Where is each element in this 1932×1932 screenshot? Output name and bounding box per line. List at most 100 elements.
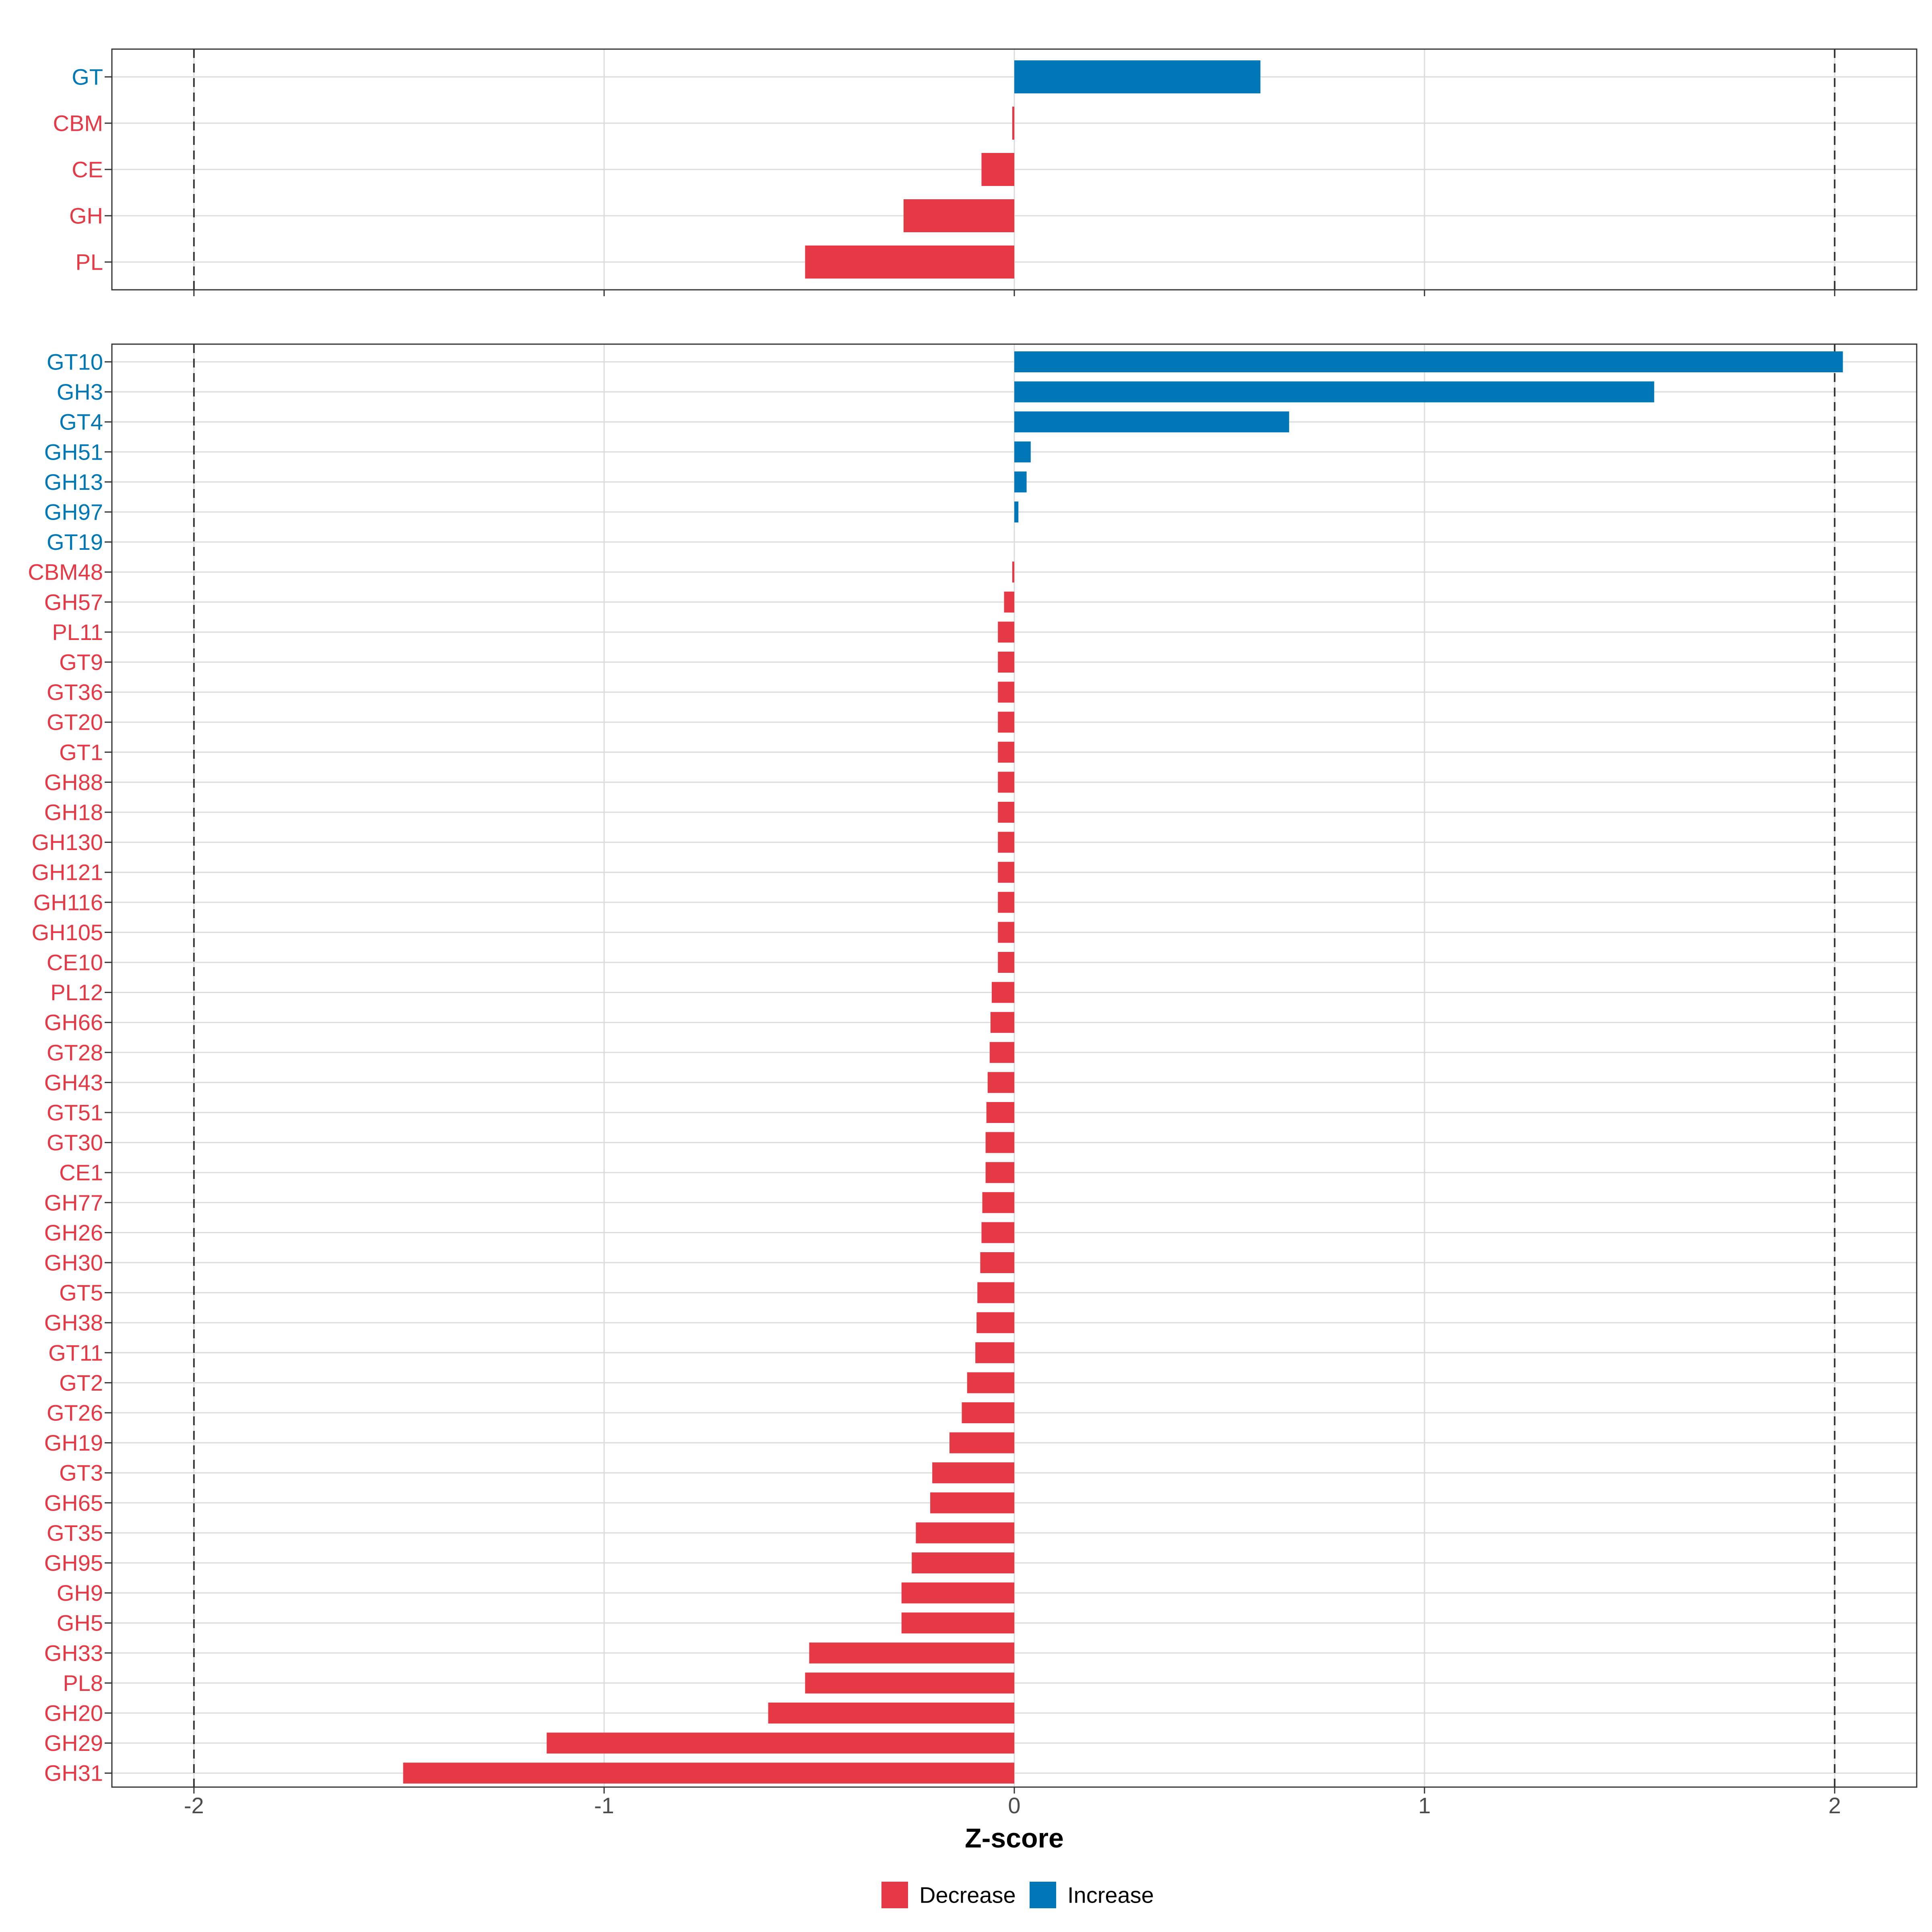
category-label: CE1 bbox=[59, 1160, 103, 1185]
bar bbox=[985, 1162, 1014, 1183]
bar bbox=[998, 802, 1014, 823]
bar bbox=[1014, 351, 1843, 372]
category-label: GT3 bbox=[59, 1460, 103, 1486]
panel-family: GT10 GH3 GT4 GH51 GH13 GH97 GT19 CBM48 GH57 PL11 G… bbox=[28, 343, 1918, 1794]
category-label: GH20 bbox=[44, 1701, 103, 1726]
category-label: GT20 bbox=[47, 710, 103, 735]
bar bbox=[976, 1312, 1014, 1333]
legend-swatch bbox=[881, 1882, 908, 1908]
category-label: GH121 bbox=[32, 860, 103, 885]
panel-border bbox=[111, 343, 1918, 1788]
category-label: PL bbox=[76, 250, 103, 275]
category-label: GT1 bbox=[59, 739, 103, 765]
x-tick-label: 0 bbox=[1008, 1793, 1020, 1818]
category-label: GH130 bbox=[32, 830, 103, 855]
bar bbox=[962, 1402, 1014, 1423]
category-label: GT bbox=[72, 64, 103, 90]
bar bbox=[809, 1642, 1014, 1664]
bar bbox=[998, 621, 1014, 643]
bar bbox=[998, 652, 1014, 673]
bar bbox=[901, 1582, 1014, 1604]
x-tick-label: 1 bbox=[1418, 1793, 1431, 1818]
legend-swatch bbox=[1030, 1882, 1056, 1908]
category-label: GH13 bbox=[44, 469, 103, 495]
category-label: CBM48 bbox=[28, 559, 103, 585]
category-label: GT9 bbox=[59, 650, 103, 675]
x-tick-label: 2 bbox=[1829, 1793, 1841, 1818]
category-label: CE10 bbox=[47, 950, 103, 975]
category-label: GT26 bbox=[47, 1400, 103, 1426]
panel-border bbox=[111, 48, 1918, 291]
legend-label: Decrease bbox=[919, 1882, 1016, 1908]
category-label: GT4 bbox=[59, 409, 103, 435]
bar bbox=[980, 1252, 1014, 1273]
category-label: GH33 bbox=[44, 1640, 103, 1666]
bar bbox=[768, 1703, 1014, 1724]
category-label: GT19 bbox=[47, 529, 103, 555]
category-label: GH3 bbox=[57, 379, 103, 405]
bar bbox=[998, 832, 1014, 853]
category-label: GH88 bbox=[44, 770, 103, 795]
bar bbox=[998, 922, 1014, 943]
bar bbox=[1014, 411, 1289, 433]
category-label: GH30 bbox=[44, 1250, 103, 1276]
bar bbox=[967, 1372, 1014, 1393]
category-label: GH5 bbox=[57, 1610, 103, 1636]
bar bbox=[1014, 441, 1031, 462]
category-label: GT5 bbox=[59, 1280, 103, 1305]
bar bbox=[998, 952, 1014, 973]
bar bbox=[975, 1342, 1014, 1363]
bar bbox=[403, 1763, 1014, 1784]
bar bbox=[989, 1042, 1014, 1063]
bar bbox=[998, 772, 1014, 793]
bar bbox=[998, 892, 1014, 913]
bar bbox=[949, 1432, 1014, 1453]
category-label: PL11 bbox=[52, 619, 103, 645]
bar bbox=[982, 1192, 1014, 1213]
bar bbox=[903, 199, 1014, 232]
bar bbox=[805, 1672, 1014, 1694]
category-label: GH66 bbox=[44, 1010, 103, 1035]
category-label: GH18 bbox=[44, 800, 103, 825]
bar bbox=[1014, 381, 1654, 402]
bar bbox=[985, 1132, 1014, 1153]
category-label: GT30 bbox=[47, 1130, 103, 1155]
bar bbox=[998, 862, 1014, 883]
category-label: GT35 bbox=[47, 1520, 103, 1546]
category-label: GT51 bbox=[47, 1100, 103, 1125]
bar bbox=[998, 681, 1014, 703]
category-label: PL12 bbox=[50, 980, 103, 1005]
category-label: GT2 bbox=[59, 1370, 103, 1395]
bar bbox=[901, 1612, 1014, 1634]
bar bbox=[991, 982, 1014, 1003]
bar bbox=[998, 712, 1014, 733]
bar bbox=[1014, 502, 1019, 522]
bar bbox=[986, 1102, 1014, 1123]
bar bbox=[1014, 60, 1261, 93]
category-label: GT11 bbox=[48, 1340, 103, 1365]
bar bbox=[912, 1552, 1014, 1573]
bar bbox=[916, 1522, 1014, 1544]
category-label: GT36 bbox=[47, 679, 103, 705]
category-label: GH77 bbox=[44, 1190, 103, 1215]
bar bbox=[981, 153, 1014, 186]
category-label: GH65 bbox=[44, 1490, 103, 1515]
category-label: GT28 bbox=[47, 1040, 103, 1065]
category-label: GH43 bbox=[44, 1070, 103, 1095]
x-tick-label: -1 bbox=[594, 1793, 614, 1818]
category-label: GH bbox=[69, 203, 103, 229]
bar bbox=[932, 1462, 1014, 1484]
x-tick-label: -2 bbox=[184, 1793, 204, 1818]
category-label: GH105 bbox=[32, 920, 103, 945]
bar bbox=[998, 741, 1014, 763]
category-label: GH19 bbox=[44, 1430, 103, 1455]
bar bbox=[987, 1072, 1014, 1093]
category-label: GH9 bbox=[57, 1580, 103, 1606]
bar bbox=[930, 1492, 1014, 1513]
category-label: GT10 bbox=[47, 349, 103, 375]
x-axis-title: Z-score bbox=[965, 1823, 1064, 1854]
category-label: GH29 bbox=[44, 1730, 103, 1756]
category-label: GH38 bbox=[44, 1310, 103, 1335]
